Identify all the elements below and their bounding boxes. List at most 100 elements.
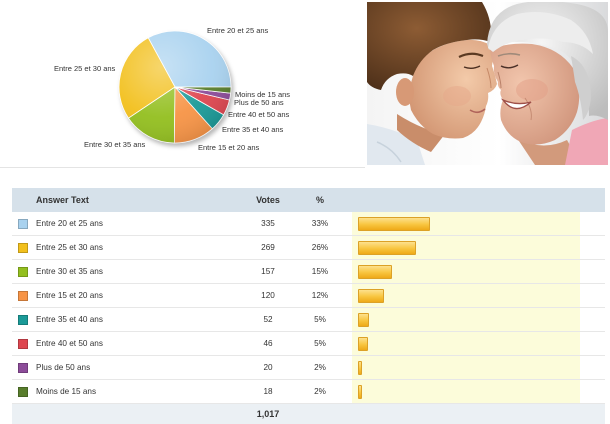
bar-cell [352,212,580,235]
woman-eye [500,64,519,69]
pie-label: Entre 35 et 40 ans [222,125,284,134]
answer-text: Entre 40 et 50 ans [36,339,103,348]
vote-percent: 2% [314,387,326,396]
vote-count: 120 [261,291,275,300]
woman-top [565,118,608,165]
table-row: Entre 35 et 40 ans 52 5% [12,308,605,332]
boy-nose [486,67,492,89]
answer-text: Plus de 50 ans [36,363,91,372]
pie-shading [119,31,231,143]
woman-hair-fringe [488,12,593,54]
woman-eyebrow [497,52,521,57]
pie-slices [118,30,232,144]
result-bar [358,265,392,279]
vote-percent: 15% [311,267,329,276]
answer-text: Moins de 15 ans [36,387,97,396]
vote-count: 269 [261,243,275,252]
chart-panel: Entre 20 et 25 ans Entre 25 et 30 ans Entr… [0,2,365,168]
bar-cell [352,236,580,259]
answer-text: Entre 35 et 40 ans [36,315,103,324]
bar-cell [352,260,580,283]
vote-count: 157 [261,267,275,276]
answer-text: Entre 30 et 35 ans [36,267,103,276]
bar-cell [352,308,580,331]
vote-percent: 5% [314,315,326,324]
table-row: Moins de 15 ans 18 2% [12,380,605,404]
color-swatch [18,291,28,301]
pie-label: Entre 40 et 50 ans [228,110,290,119]
boy-figure [367,2,497,165]
photo [367,2,608,165]
answer-text: Entre 20 et 25 ans [36,219,103,228]
result-bar [358,217,430,231]
vote-count: 46 [263,339,273,348]
boy-mouth [469,108,486,114]
percent-header: % [315,195,324,205]
vote-count: 52 [263,315,273,324]
table-header: Answer Text Votes % [12,188,605,212]
result-bar [358,361,363,375]
result-bar [358,241,416,255]
woman-neck [517,138,581,165]
color-swatch [18,387,28,397]
color-swatch [18,363,28,373]
table-row: Entre 25 et 30 ans 269 26% [12,236,605,260]
table-row: Entre 40 et 50 ans 46 5% [12,332,605,356]
woman-cheek [516,79,548,101]
color-swatch [18,243,28,253]
pie-label: Entre 25 et 30 ans [54,64,116,73]
boy-neck [397,114,445,152]
pie-label: Plus de 50 ans [234,98,284,107]
votes-header: Votes [256,195,280,205]
color-swatch [18,339,28,349]
bar-cell [352,332,580,355]
pie-label: Entre 30 et 35 ans [84,140,146,149]
boy-shirt-fold [376,141,402,163]
result-bar [358,313,370,327]
bar-cell [352,356,580,379]
color-swatch [18,219,28,229]
bar-cell [352,284,580,307]
table-row: Plus de 50 ans 20 2% [12,356,605,380]
woman-mouth [500,98,532,110]
vote-percent: 5% [314,339,326,348]
color-swatch [18,315,28,325]
woman-figure [487,2,608,165]
photo-image [367,2,608,165]
boy-eye [463,65,481,69]
vote-percent: 26% [311,243,329,252]
boy-shirt [367,124,425,165]
pie-label: Moins de 15 ans [235,90,290,99]
table-body: Entre 20 et 25 ans 335 33% Entre 25 et 30 a… [12,212,605,404]
vote-percent: 33% [311,219,329,228]
result-bar [358,385,362,399]
boy-eyebrow [458,52,484,58]
total-votes: 1,017 [256,409,280,419]
table-row: Entre 15 et 20 ans 120 12% [12,284,605,308]
table-footer: 1,017 [12,404,605,424]
results-table: Answer Text Votes % Entre 20 et 25 ans 33… [12,188,605,424]
table-row: Entre 20 et 25 ans 335 33% [12,212,605,236]
table-row: Entre 30 et 35 ans 157 15% [12,260,605,284]
boy-cheek [443,86,471,106]
boy-hair [367,2,492,90]
vote-percent: 12% [311,291,329,300]
pie-chart: Entre 20 et 25 ans Entre 25 et 30 ans Entr… [54,26,290,152]
answer-text-header: Answer Text [36,195,89,205]
vote-percent: 2% [314,363,326,372]
result-bar [358,337,368,351]
result-bar [358,289,384,303]
woman-hair-side [571,56,591,120]
pie-label: Entre 20 et 25 ans [207,26,269,35]
answer-text: Entre 15 et 20 ans [36,291,103,300]
pie-label: Entre 15 et 20 ans [198,143,260,152]
vote-count: 20 [263,363,273,372]
vote-count: 335 [261,219,275,228]
vote-count: 18 [263,387,273,396]
answer-text: Entre 25 et 30 ans [36,243,103,252]
bar-cell [352,380,580,403]
color-swatch [18,267,28,277]
woman-smile-line [524,97,532,121]
boy-ear [396,78,414,106]
